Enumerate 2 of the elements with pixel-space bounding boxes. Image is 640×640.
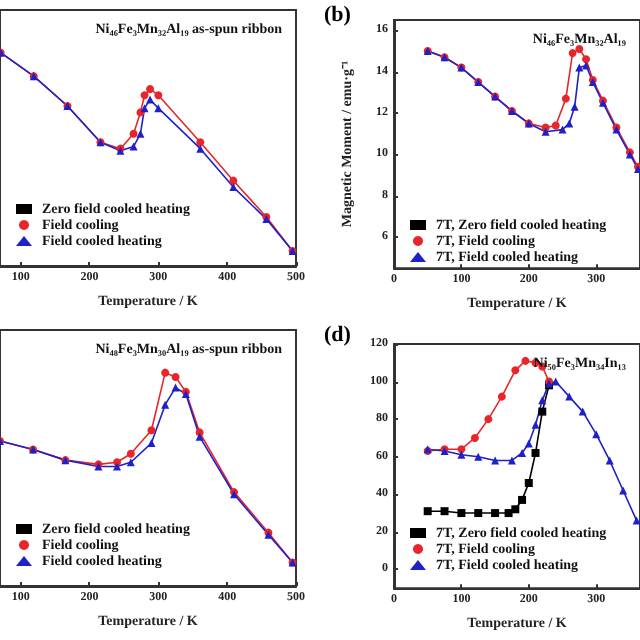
text: (d) — [324, 323, 352, 347]
text: (b) — [324, 3, 352, 27]
